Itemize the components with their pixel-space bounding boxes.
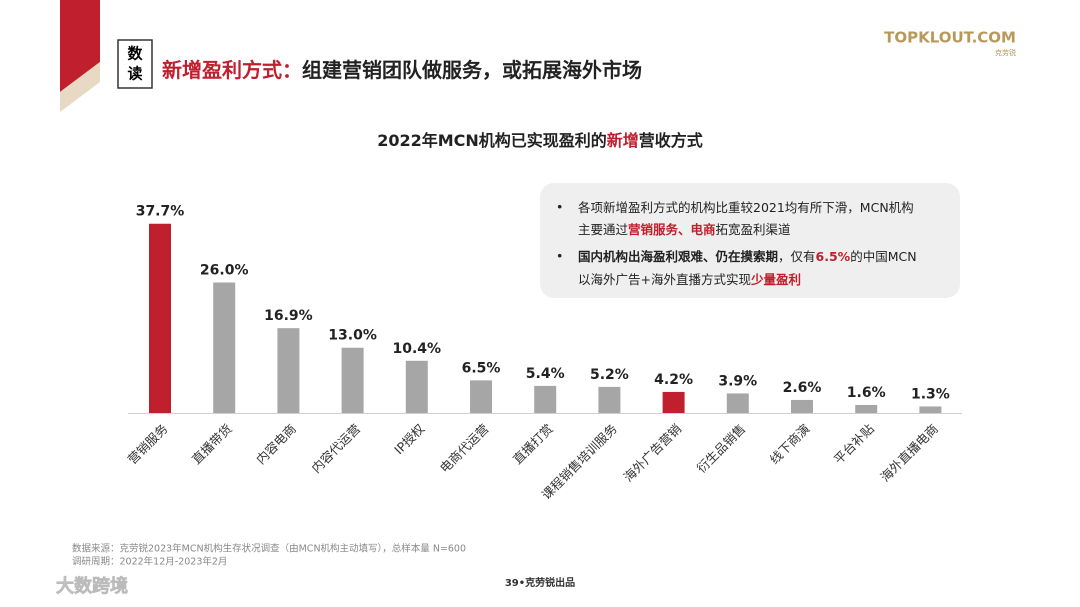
tag: 读 bbox=[127, 65, 142, 83]
note-emphasis: 营销服务、电商 bbox=[628, 222, 716, 237]
value-label: 1.6% bbox=[847, 385, 886, 401]
chart-title-part: 2022年MCN机构已实现盈利的 bbox=[377, 131, 607, 150]
x-tick-label: 内容代运营 bbox=[308, 421, 363, 476]
page-number: 39•克劳锐出品 bbox=[505, 576, 575, 589]
bar bbox=[341, 347, 364, 413]
logo-sub: 克劳锐 bbox=[995, 48, 1016, 57]
corner-decor bbox=[60, 0, 100, 92]
bar bbox=[919, 406, 942, 413]
x-tick-label: 直播带货 bbox=[189, 421, 235, 467]
value-label: 13.0% bbox=[328, 328, 377, 344]
bar bbox=[726, 393, 749, 413]
x-tick-label: 内容电商 bbox=[253, 421, 299, 467]
bar bbox=[598, 386, 621, 413]
tag-box bbox=[117, 39, 153, 89]
value-label: 4.2% bbox=[654, 372, 693, 388]
value-label: 10.4% bbox=[393, 341, 442, 357]
bullet: • bbox=[556, 249, 563, 264]
x-tick-label: IP授权 bbox=[391, 421, 428, 458]
note-text: 的中国MCN bbox=[850, 249, 916, 264]
note-emphasis: 国内机构出海盈利艰难、仍在摸索期 bbox=[578, 249, 778, 264]
value-label: 5.2% bbox=[590, 367, 629, 383]
note-emphasis: 少量盈利 bbox=[750, 272, 801, 287]
bar bbox=[470, 380, 492, 413]
value-label: 6.5% bbox=[462, 360, 501, 376]
bar bbox=[662, 391, 685, 413]
chart-title-part: 营收方式 bbox=[639, 131, 703, 150]
bar bbox=[855, 404, 878, 413]
bar bbox=[405, 360, 428, 413]
value-label: 26.0% bbox=[200, 262, 249, 278]
value-label: 37.7% bbox=[136, 204, 185, 220]
note-text: 拓宽盈利渠道 bbox=[716, 222, 792, 237]
chart-title-part: 新增 bbox=[607, 131, 639, 150]
bar bbox=[213, 282, 236, 413]
note-text: 各项新增盈利方式的机构比重较2021均有所下滑，MCN机构 bbox=[578, 200, 914, 215]
value-label: 16.9% bbox=[264, 308, 313, 324]
notes: • 各项新增盈利方式的机构比重较2021均有所下滑，MCN机构 主要通过营销服务… bbox=[556, 200, 917, 287]
note-line: 各项新增盈利方式的机构比重较2021均有所下滑，MCN机构 bbox=[578, 200, 914, 215]
note-line: 国内机构出海盈利艰难、仍在摸索期，仅有6.5%的中国MCN bbox=[578, 249, 917, 264]
header-title-part: 新增盈利方式： bbox=[162, 58, 302, 82]
note-emphasis: 6.5% bbox=[816, 249, 851, 264]
value-label: 3.9% bbox=[718, 373, 757, 389]
note-box bbox=[540, 183, 960, 298]
bar bbox=[791, 399, 813, 413]
note-line: 以海外广告+海外直播方式实现少量盈利 bbox=[578, 272, 801, 287]
value-label: 2.6% bbox=[783, 380, 822, 396]
bar bbox=[534, 385, 557, 413]
bar bbox=[149, 223, 171, 413]
note-line: 主要通过营销服务、电商拓宽盈利渠道 bbox=[578, 222, 791, 237]
note-text: 主要通过 bbox=[578, 222, 629, 237]
note-text: 以海外广告+海外直播方式实现 bbox=[578, 272, 751, 287]
x-tick-label: 衍生品销售 bbox=[694, 421, 749, 476]
source: 数据来源：克劳锐2023年MCN机构生存状况调查（由MCN机构主动填写），总样本… bbox=[72, 543, 466, 555]
bullet: • bbox=[556, 200, 563, 215]
tag: 数 bbox=[127, 45, 143, 63]
bar bbox=[277, 328, 300, 413]
x-tick-label: 电商代运营 bbox=[437, 421, 492, 476]
watermark: 大数跨境 bbox=[56, 575, 128, 597]
x-tick-label: 海外直播电商 bbox=[877, 421, 941, 485]
header-title: 新增盈利方式：组建营销团队做服务，或拓展海外市场 bbox=[162, 58, 642, 82]
x-tick-label: 直播打赏 bbox=[510, 421, 556, 467]
header-title-part: 组建营销团队做服务，或拓展海外市场 bbox=[302, 58, 642, 82]
value-label: 5.4% bbox=[526, 366, 565, 382]
x-tick-label: 海外广告营销 bbox=[621, 421, 685, 485]
corner-decor bbox=[60, 62, 100, 112]
note-text: ，仅有 bbox=[778, 249, 816, 264]
x-tick-label: 营销服务 bbox=[125, 421, 171, 467]
x-tick-label: 平台补贴 bbox=[831, 421, 877, 467]
chart-title: 2022年MCN机构已实现盈利的新增营收方式 bbox=[377, 131, 703, 150]
period: 调研周期：2022年12月-2023年2月 bbox=[72, 556, 227, 568]
x-tick-label: 线下商演 bbox=[767, 421, 813, 467]
value-label: 1.3% bbox=[911, 386, 950, 402]
logo: TOPKLOUT.COM bbox=[884, 29, 1016, 47]
